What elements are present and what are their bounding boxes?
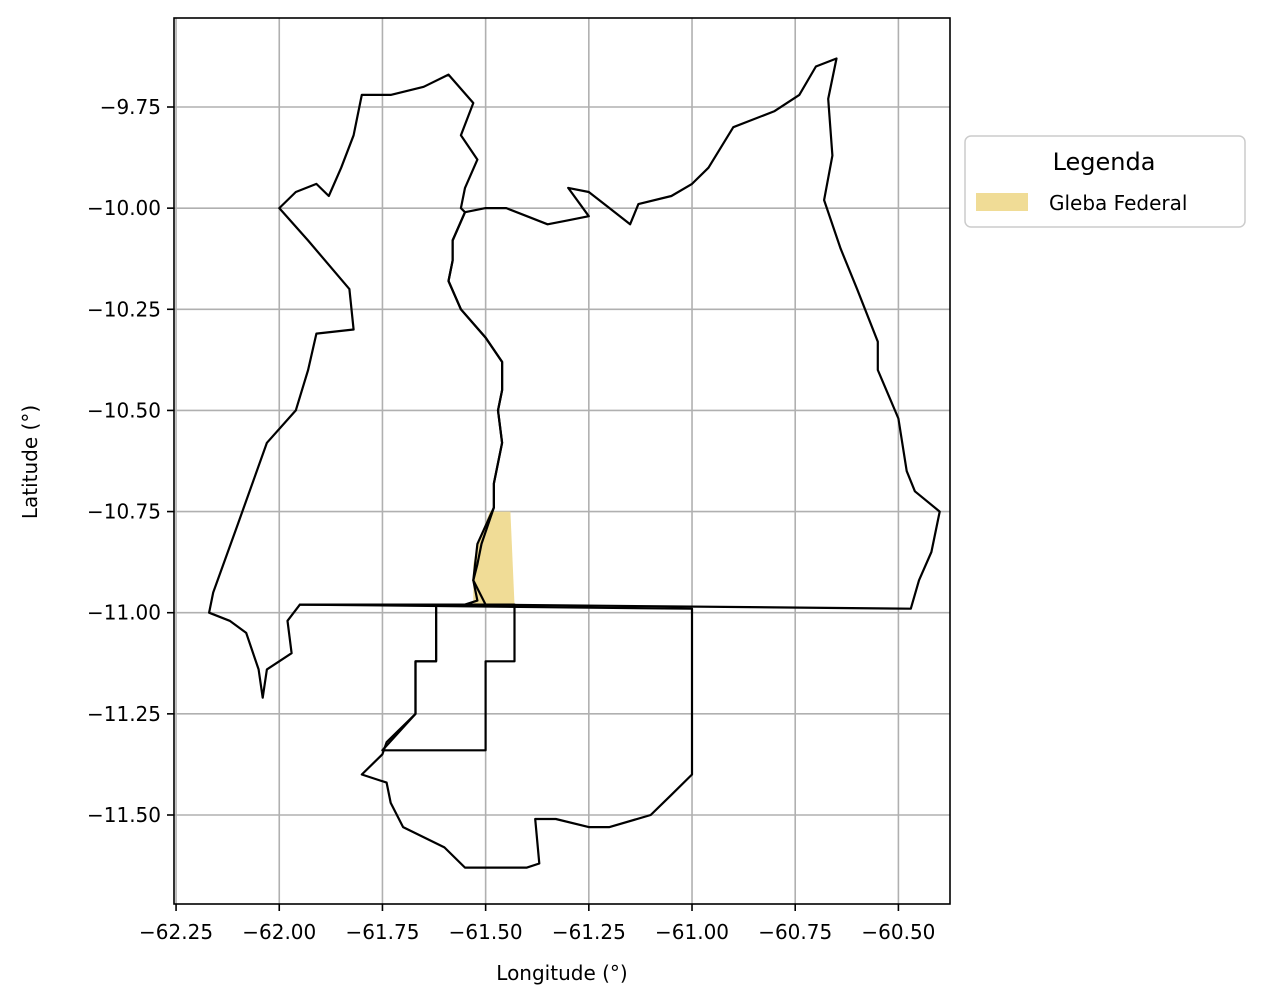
x-tick-label: −62.00 — [242, 920, 316, 944]
grid — [174, 18, 950, 904]
legend: Legenda Gleba Federal — [964, 135, 1246, 228]
x-tick-label: −61.75 — [345, 920, 419, 944]
y-tick-label: −10.75 — [87, 500, 161, 524]
y-tick-label: −11.00 — [87, 601, 161, 625]
legend-box — [964, 135, 1246, 228]
legend-entry-gleba-federal: Gleba Federal — [1049, 191, 1187, 215]
x-axis-label: Longitude (°) — [496, 961, 627, 985]
y-axis-ticks: −9.75 −10.00 −10.25 −10.50 −10.75 −11.00 −11.2… — [87, 95, 174, 827]
x-tick-label: −61.00 — [655, 920, 729, 944]
plot-area-border — [173, 17, 951, 905]
x-tick-label: −60.50 — [861, 920, 935, 944]
y-tick-label: −10.00 — [87, 196, 161, 220]
x-tick-label: −61.50 — [449, 920, 523, 944]
east-region — [447, 57, 941, 610]
legend-title: Legenda — [1053, 148, 1156, 176]
y-tick-label: −9.75 — [100, 95, 161, 119]
legend-swatch-gleba-federal — [976, 193, 1028, 211]
plot-frame — [173, 17, 951, 905]
x-tick-label: −61.25 — [552, 920, 626, 944]
x-tick-label: −62.25 — [139, 920, 213, 944]
y-tick-label: −10.50 — [87, 398, 161, 422]
x-tick-label: −60.75 — [758, 920, 832, 944]
y-axis-label: Latitude (°) — [18, 405, 42, 519]
inner-south-polygon — [381, 603, 516, 752]
y-tick-label: −11.50 — [87, 803, 161, 827]
x-axis-ticks: −62.25 −62.00 −61.75 −61.50 −61.25 −61.00 −60.… — [139, 904, 935, 944]
map-layer — [208, 57, 941, 869]
y-tick-label: −10.25 — [87, 297, 161, 321]
y-tick-label: −11.25 — [87, 702, 161, 726]
